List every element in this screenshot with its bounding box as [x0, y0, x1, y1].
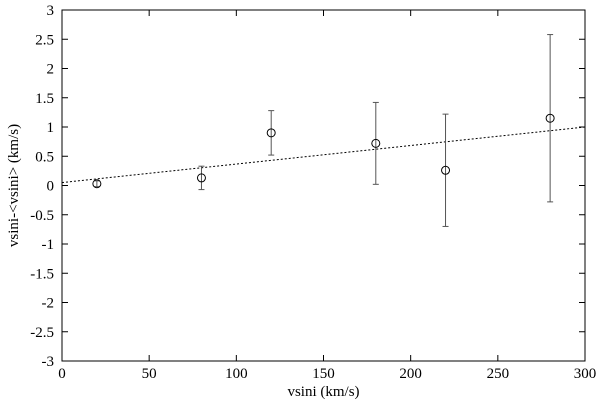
plot-frame [61, 9, 586, 362]
y-tick-label: 0.5 [35, 149, 54, 165]
point-marker [92, 179, 102, 189]
y-axis-label: vsini-<vsini> (km/s) [6, 124, 22, 247]
y-tick-label: 2.5 [35, 32, 54, 48]
y-tick-label: -0.5 [30, 208, 54, 224]
tick-labels: 0 50 100 150 200 250 300 -3 -2.5 -2 -1.5 -1 -0.5 0 0.5… [30, 3, 596, 382]
point-marker [266, 128, 276, 138]
data-point [266, 110, 276, 156]
x-tick-label: 250 [487, 366, 510, 382]
point-marker [545, 113, 555, 123]
fit-line [61, 126, 586, 184]
x-tick-label: 300 [574, 366, 597, 382]
y-tick-label: 3 [47, 3, 55, 19]
y-tick-label: -2 [42, 296, 55, 312]
data-points [92, 34, 555, 227]
point-marker [441, 165, 451, 175]
y-tick-label: 1.5 [35, 91, 54, 107]
x-axis-label: vsini (km/s) [287, 384, 359, 400]
y-tick-label: -1.5 [30, 266, 54, 282]
x-tick-label: 0 [58, 366, 66, 382]
y-tick-label: -2.5 [30, 325, 54, 341]
data-point [441, 113, 451, 227]
data-point [545, 34, 555, 203]
x-tick-label: 100 [225, 366, 248, 382]
y-tick-label: 2 [47, 62, 55, 78]
data-point [371, 101, 381, 185]
y-tick-label: -3 [42, 354, 55, 370]
data-point [196, 165, 206, 191]
point-marker [196, 173, 206, 183]
point-marker [371, 138, 381, 148]
y-tick-label: -1 [42, 237, 55, 253]
y-tick-label: 1 [47, 120, 55, 136]
data-point [92, 179, 102, 189]
x-tick-label: 50 [142, 366, 157, 382]
x-tick-label: 150 [312, 366, 335, 382]
x-tick-label: 200 [399, 366, 422, 382]
axis-ticks [61, 9, 586, 362]
y-tick-label: 0 [47, 179, 55, 195]
